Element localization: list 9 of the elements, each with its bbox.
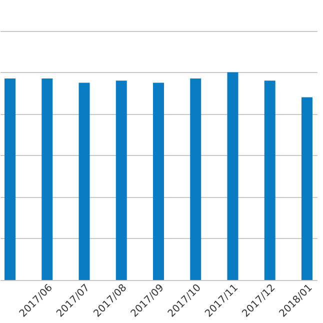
bar [227,72,238,280]
bar [4,78,16,280]
bar [264,80,276,280]
bar [116,80,127,280]
bar [190,78,202,280]
bar [301,97,312,280]
bar [78,82,90,280]
bar [153,82,164,280]
bar [42,78,53,280]
